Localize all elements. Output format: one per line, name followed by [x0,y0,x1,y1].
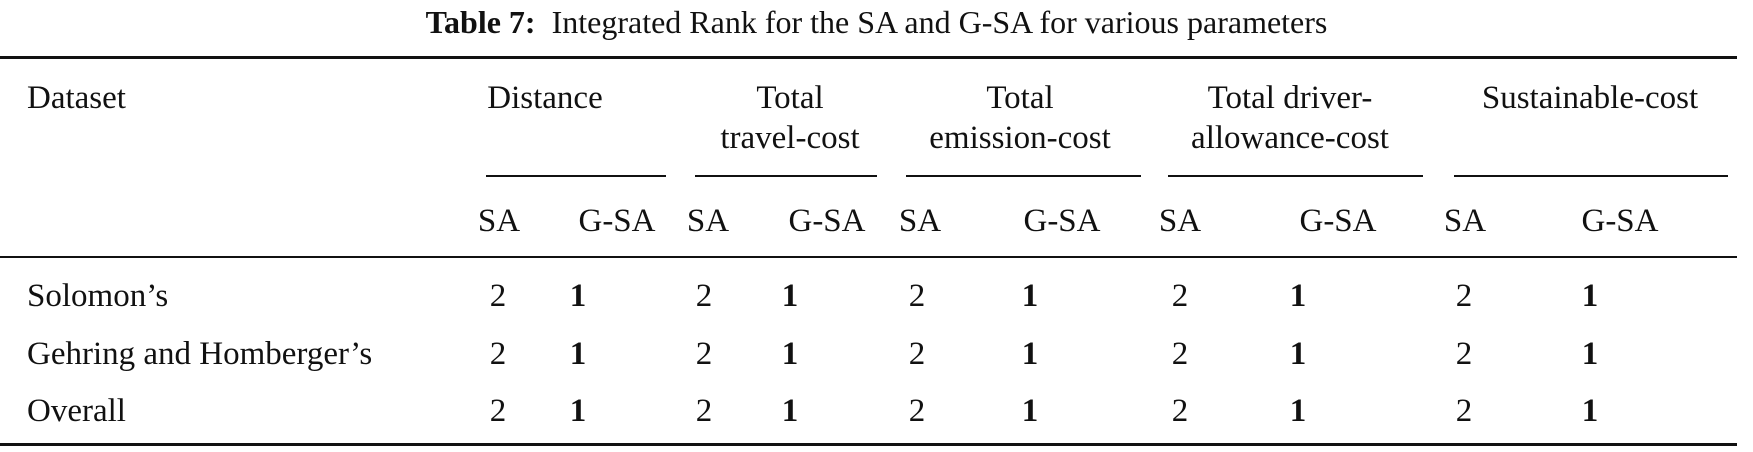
group-header-line1: Total driver- [1207,80,1373,116]
table-caption: Table 7: Integrated Rank for the SA and … [0,2,1753,42]
rank-cell-sa: 2 [1171,336,1189,372]
rank-cell-g-sa: 1 [1289,393,1307,429]
subheader-sa: SA [686,203,730,239]
group-header-line1: Sustainable-cost [1481,80,1699,116]
caption-text: Integrated Rank for the SA and G-SA for … [551,4,1328,40]
subheader-sa: SA [898,203,942,239]
rank-cell-g-sa: 1 [1581,336,1599,372]
rank-cell-g-sa: 1 [1289,278,1307,314]
group-underline [906,175,1141,177]
rank-cell-sa: 2 [695,336,713,372]
rank-cell-sa: 2 [1455,336,1473,372]
rank-cell-sa: 2 [1455,278,1473,314]
group-underline [1168,175,1423,177]
group-header-travel-cost: Total travel-cost [690,78,890,158]
bottom-rule [0,443,1737,446]
row-label: Gehring and Homberger’s [27,336,373,372]
group-header-line1: Distance [487,80,603,116]
subheader-sa: SA [477,203,521,239]
rank-cell-g-sa: 1 [781,278,799,314]
group-header-emission-cost: Total emission-cost [905,78,1135,158]
rank-cell-g-sa: 1 [1021,336,1039,372]
rank-cell-g-sa: 1 [781,336,799,372]
group-header-line2: allowance-cost [1191,120,1389,156]
rank-cell-g-sa: 1 [1021,393,1039,429]
group-header-distance: Distance [450,78,640,118]
group-header-sustainable-cost: Sustainable-cost [1450,78,1730,118]
rank-cell-sa: 2 [1171,393,1189,429]
group-underline [695,175,877,177]
rank-cell-sa: 2 [908,393,926,429]
group-header-line2: travel-cost [720,120,860,156]
rank-cell-g-sa: 1 [1021,278,1039,314]
rank-cell-g-sa: 1 [569,393,587,429]
subheader-g-sa: G-SA [1023,203,1101,239]
rank-cell-sa: 2 [489,336,507,372]
stub-header: Dataset [27,80,126,116]
rank-cell-sa: 2 [695,278,713,314]
group-underline [486,175,666,177]
subheader-sa: SA [1158,203,1202,239]
row-label: Overall [27,393,126,429]
rank-cell-g-sa: 1 [781,393,799,429]
subheader-sa: SA [1443,203,1487,239]
rank-cell-g-sa: 1 [1289,336,1307,372]
subheader-g-sa: G-SA [1299,203,1377,239]
top-rule [0,56,1737,59]
rank-cell-sa: 2 [1171,278,1189,314]
caption-label: Table 7: [425,4,536,40]
rank-cell-sa: 2 [695,393,713,429]
rank-cell-g-sa: 1 [569,278,587,314]
rank-cell-sa: 2 [489,393,507,429]
rank-cell-g-sa: 1 [1581,278,1599,314]
rank-cell-sa: 2 [908,278,926,314]
rank-cell-g-sa: 1 [569,336,587,372]
group-header-line1: Total [756,80,824,116]
subheader-g-sa: G-SA [1581,203,1659,239]
rank-cell-sa: 2 [908,336,926,372]
subheader-g-sa: G-SA [788,203,866,239]
rank-cell-sa: 2 [1455,393,1473,429]
group-header-line1: Total [986,80,1054,116]
group-header-driver-allowance-cost: Total driver- allowance-cost [1160,78,1420,158]
row-label: Solomon’s [27,278,169,314]
rank-cell-sa: 2 [489,278,507,314]
group-header-line2: emission-cost [929,120,1111,156]
header-rule [0,256,1737,258]
rank-cell-g-sa: 1 [1581,393,1599,429]
subheader-g-sa: G-SA [578,203,656,239]
group-underline [1454,175,1728,177]
